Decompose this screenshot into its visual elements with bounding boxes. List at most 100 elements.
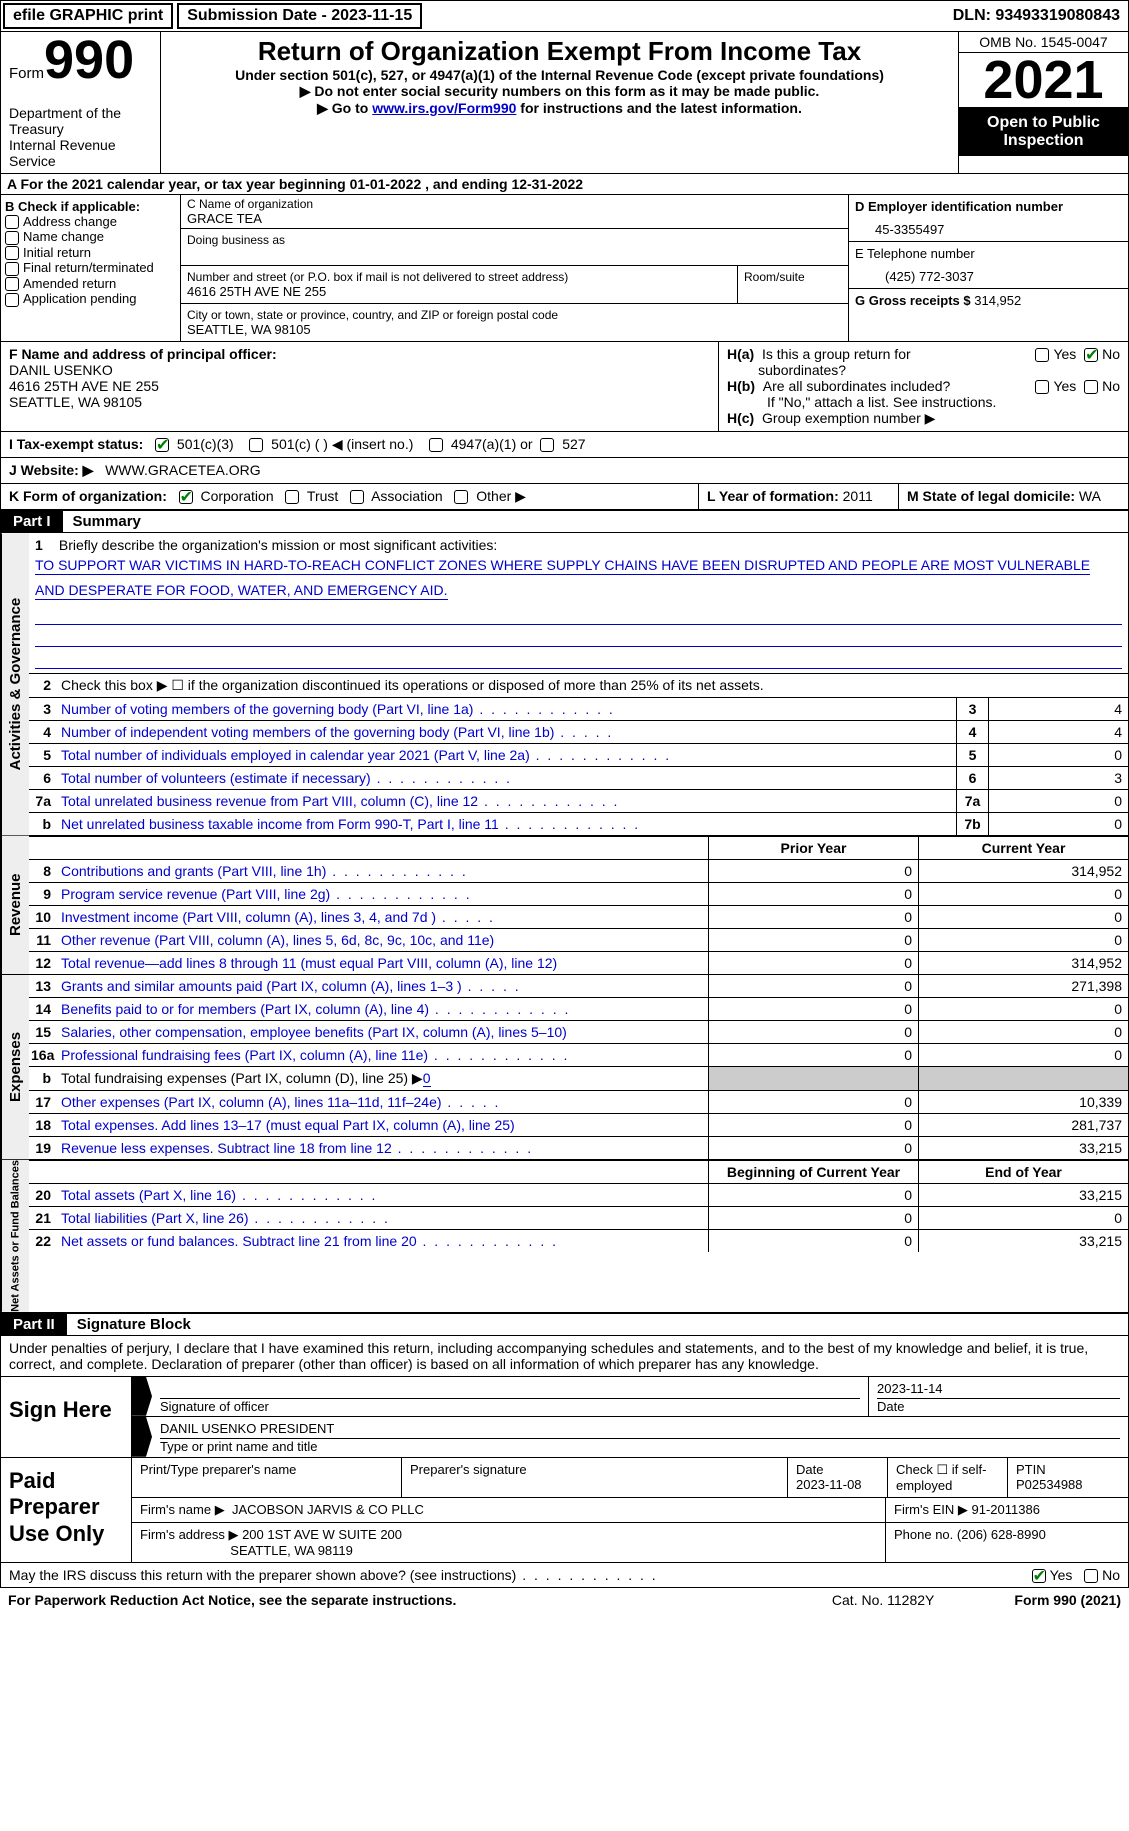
col-end: End of Year: [918, 1161, 1128, 1183]
year-formation-value: 2011: [843, 488, 873, 504]
column-c: C Name of organization GRACE TEA Doing b…: [181, 195, 848, 341]
l14-current: 0: [918, 998, 1128, 1020]
type-print-label: Type or print name and title: [160, 1439, 318, 1454]
part-2-header: Part II Signature Block: [0, 1313, 1129, 1336]
opt-address-change[interactable]: Address change: [5, 214, 176, 230]
cat-number: Cat. No. 11282Y: [832, 1592, 934, 1608]
line-3: Number of voting members of the governin…: [57, 698, 956, 720]
firm-addr1: 200 1ST AVE W SUITE 200: [242, 1527, 402, 1542]
line-3-value: 4: [988, 698, 1128, 720]
l15-current: 0: [918, 1021, 1128, 1043]
line-6-value: 3: [988, 767, 1128, 789]
open-inspection: Open to Public Inspection: [959, 108, 1128, 156]
form-subtitle-3: ▶ Go to www.irs.gov/Form990 for instruct…: [165, 100, 954, 117]
h-a: H(a) Is this a group return for Yes No s…: [727, 346, 1120, 378]
vbar-expenses: Expenses: [1, 975, 29, 1159]
form-subtitle-2: ▶ Do not enter social security numbers o…: [165, 83, 954, 100]
phone-value: (425) 772-3037: [855, 261, 1122, 284]
dln-label: DLN:: [953, 7, 991, 24]
net-assets-section: Net Assets or Fund Balances Beginning of…: [0, 1160, 1129, 1313]
ha-no[interactable]: [1084, 348, 1098, 362]
form-990-footer: Form 990 (2021): [1014, 1592, 1121, 1608]
discuss-no[interactable]: [1084, 1569, 1098, 1583]
opt-amended-return[interactable]: Amended return: [5, 276, 176, 292]
l8-prior: 0: [708, 860, 918, 882]
perjury-declaration: Under penalties of perjury, I declare th…: [0, 1336, 1129, 1376]
form-word: Form: [9, 65, 44, 82]
status-501c[interactable]: [249, 438, 263, 452]
line-13: Grants and similar amounts paid (Part IX…: [57, 975, 708, 997]
arrow-icon: [132, 1377, 152, 1416]
hb-no[interactable]: [1084, 380, 1098, 394]
opt-initial-return[interactable]: Initial return: [5, 245, 176, 261]
year-formation-label: L Year of formation:: [707, 488, 839, 504]
line-17: Other expenses (Part IX, column (A), lin…: [57, 1091, 708, 1113]
opt-final-return[interactable]: Final return/terminated: [5, 260, 176, 276]
l20-end: 33,215: [918, 1184, 1128, 1206]
line-5-value: 0: [988, 744, 1128, 766]
l21-begin: 0: [708, 1207, 918, 1229]
line-14: Benefits paid to or for members (Part IX…: [57, 998, 708, 1020]
h-b: H(b) Are all subordinates included? Yes …: [727, 378, 1120, 394]
line-7b: Net unrelated business taxable income fr…: [57, 813, 956, 835]
l10-prior: 0: [708, 906, 918, 928]
sig-officer-label: Signature of officer: [160, 1399, 269, 1414]
org-corp[interactable]: [179, 490, 193, 504]
mission-label: Briefly describe the organization's miss…: [59, 537, 497, 553]
org-other[interactable]: [454, 490, 468, 504]
discuss-text: May the IRS discuss this return with the…: [9, 1567, 658, 1583]
submission-date-button[interactable]: Submission Date - 2023-11-15: [177, 3, 422, 29]
paid-preparer-label: Paid Preparer Use Only: [1, 1458, 131, 1562]
col-beginning: Beginning of Current Year: [708, 1161, 918, 1183]
discuss-yes[interactable]: [1032, 1569, 1046, 1583]
line-7a: Total unrelated business revenue from Pa…: [57, 790, 956, 812]
line-7a-value: 0: [988, 790, 1128, 812]
entity-block: B Check if applicable: Address change Na…: [0, 195, 1129, 342]
opt-name-change[interactable]: Name change: [5, 229, 176, 245]
l22-end: 33,215: [918, 1230, 1128, 1252]
sig-date-label: Date: [877, 1399, 904, 1414]
l9-prior: 0: [708, 883, 918, 905]
line-11: Other revenue (Part VIII, column (A), li…: [57, 929, 708, 951]
efile-button[interactable]: efile GRAPHIC print: [3, 3, 173, 29]
line-20: Total assets (Part X, line 16): [57, 1184, 708, 1206]
status-501c3[interactable]: [155, 438, 169, 452]
ha-yes[interactable]: [1035, 348, 1049, 362]
status-527[interactable]: [540, 438, 554, 452]
l11-prior: 0: [708, 929, 918, 951]
firm-name-value: JACOBSON JARVIS & CO PLLC: [232, 1502, 424, 1517]
firm-name-label: Firm's name ▶: [140, 1502, 225, 1517]
l9-current: 0: [918, 883, 1128, 905]
line-21: Total liabilities (Part X, line 26): [57, 1207, 708, 1229]
l16b-current: [918, 1067, 1128, 1090]
officer-label: F Name and address of principal officer:: [9, 346, 277, 362]
l17-prior: 0: [708, 1091, 918, 1113]
irs-link[interactable]: www.irs.gov/Form990: [372, 100, 516, 116]
org-assoc[interactable]: [350, 490, 364, 504]
l22-begin: 0: [708, 1230, 918, 1252]
mission-text: TO SUPPORT WAR VICTIMS IN HARD-TO-REACH …: [35, 557, 1090, 600]
part-2-title: Signature Block: [67, 1314, 1128, 1335]
line-9: Program service revenue (Part VIII, line…: [57, 883, 708, 905]
line-7b-value: 0: [988, 813, 1128, 835]
part-2-label: Part II: [1, 1314, 67, 1335]
ein-label: D Employer identification number: [855, 199, 1122, 214]
opt-application-pending[interactable]: Application pending: [5, 291, 176, 307]
form-subtitle-1: Under section 501(c), 527, or 4947(a)(1)…: [165, 67, 954, 83]
line-22: Net assets or fund balances. Subtract li…: [57, 1230, 708, 1252]
hb-yes[interactable]: [1035, 380, 1049, 394]
line-4-value: 4: [988, 721, 1128, 743]
l19-prior: 0: [708, 1137, 918, 1159]
line-6: Total number of volunteers (estimate if …: [57, 767, 956, 789]
org-trust[interactable]: [285, 490, 299, 504]
goto-post: for instructions and the latest informat…: [516, 100, 801, 116]
status-4947[interactable]: [429, 438, 443, 452]
street-value: 4616 25TH AVE NE 255: [187, 284, 731, 299]
prep-check-self[interactable]: Check ☐ if self-employed: [888, 1458, 1008, 1497]
h-b-note: If "No," attach a list. See instructions…: [727, 394, 1120, 410]
l12-prior: 0: [708, 952, 918, 974]
vbar-net-assets: Net Assets or Fund Balances: [1, 1160, 29, 1312]
line-18: Total expenses. Add lines 13–17 (must eq…: [57, 1114, 708, 1136]
paperwork-notice: For Paperwork Reduction Act Notice, see …: [8, 1592, 456, 1608]
column-d: D Employer identification number 45-3355…: [848, 195, 1128, 341]
